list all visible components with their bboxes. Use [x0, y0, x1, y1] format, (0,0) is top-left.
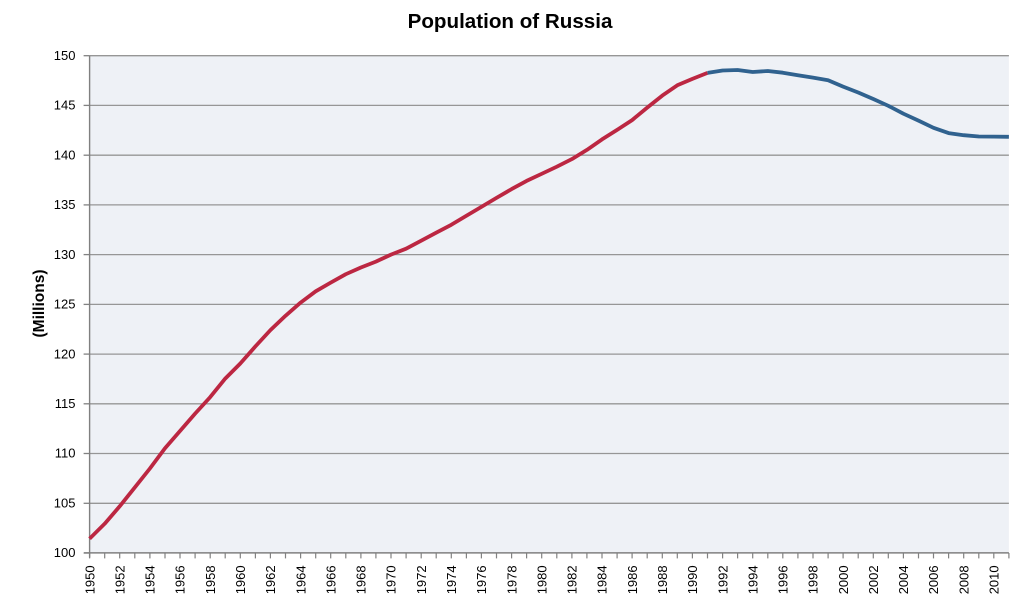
svg-text:2002: 2002 [866, 565, 881, 594]
svg-text:1962: 1962 [263, 565, 278, 594]
svg-text:1978: 1978 [504, 565, 519, 594]
svg-text:1966: 1966 [323, 565, 338, 594]
svg-text:120: 120 [54, 346, 76, 361]
svg-text:1994: 1994 [745, 565, 760, 594]
svg-text:110: 110 [55, 446, 76, 461]
svg-text:(Millions): (Millions) [31, 269, 48, 337]
svg-text:1984: 1984 [595, 565, 610, 594]
svg-text:125: 125 [54, 297, 76, 312]
svg-text:2000: 2000 [836, 565, 851, 594]
svg-text:1964: 1964 [293, 565, 308, 594]
svg-text:1970: 1970 [384, 565, 399, 594]
svg-text:1982: 1982 [565, 565, 580, 594]
svg-text:2010: 2010 [987, 565, 1002, 594]
svg-text:140: 140 [54, 147, 76, 162]
svg-text:1952: 1952 [112, 565, 127, 594]
svg-text:1980: 1980 [534, 565, 549, 594]
svg-text:2006: 2006 [926, 565, 941, 594]
svg-text:1954: 1954 [143, 565, 158, 594]
svg-text:Population of Russia: Population of Russia [408, 10, 613, 33]
svg-text:115: 115 [55, 396, 76, 411]
svg-text:1998: 1998 [806, 565, 821, 594]
svg-text:1956: 1956 [173, 565, 188, 594]
svg-text:1992: 1992 [715, 565, 730, 594]
svg-text:100: 100 [54, 545, 76, 560]
svg-text:1958: 1958 [203, 565, 218, 594]
svg-text:1988: 1988 [655, 565, 670, 594]
svg-text:150: 150 [54, 48, 76, 63]
svg-text:1986: 1986 [625, 565, 640, 594]
svg-text:1968: 1968 [354, 565, 369, 594]
svg-text:1990: 1990 [685, 565, 700, 594]
svg-text:1976: 1976 [474, 565, 489, 594]
svg-text:1950: 1950 [82, 565, 97, 594]
svg-text:1996: 1996 [776, 565, 791, 594]
svg-text:105: 105 [54, 496, 76, 511]
svg-text:1972: 1972 [414, 565, 429, 594]
svg-text:2008: 2008 [956, 565, 971, 594]
svg-text:1960: 1960 [233, 565, 248, 594]
svg-text:135: 135 [54, 197, 76, 212]
svg-text:130: 130 [54, 247, 76, 262]
svg-text:2004: 2004 [896, 565, 911, 594]
svg-text:145: 145 [54, 98, 76, 113]
svg-text:1974: 1974 [444, 565, 459, 594]
